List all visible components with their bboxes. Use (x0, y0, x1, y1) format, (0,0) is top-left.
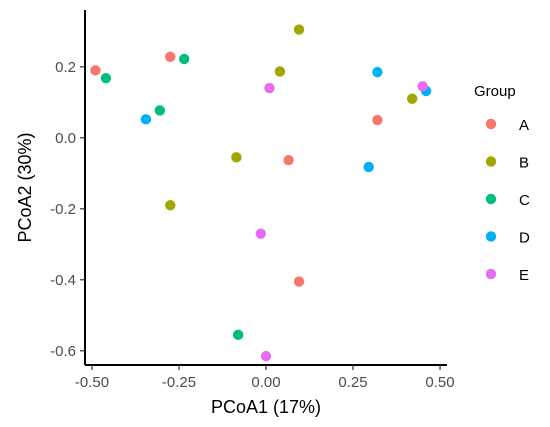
data-point-group-d (140, 114, 152, 125)
data-point-group-e (260, 350, 272, 362)
legend-key-d (485, 231, 497, 242)
y-tick-label: -0.6 (50, 343, 76, 360)
y-tick-label: -0.4 (50, 272, 76, 289)
data-point-group-c (232, 329, 244, 341)
y-tick-label: -0.2 (50, 201, 76, 218)
legend-label-d: D (519, 230, 530, 247)
legend-label-b: B (519, 155, 529, 172)
data-point-group-c (100, 72, 112, 84)
data-point-group-a (90, 65, 101, 76)
x-tick-label: 0.25 (338, 374, 367, 391)
x-tick-label: -0.25 (162, 374, 196, 391)
labels-layer: -0.50 -0.25 0.00 0.25 0.50 0.2 0.0 -0.2 -0.4 -0.6… (15, 59, 455, 417)
data-point-group-d (372, 66, 383, 78)
data-point-group-c (179, 53, 190, 65)
data-point-group-e (264, 82, 275, 94)
data-point-group-b (165, 200, 176, 211)
legend-key-c (485, 193, 497, 205)
x-tick-label: -0.50 (75, 374, 109, 391)
data-point-group-b (293, 24, 305, 35)
data-point-group-a (283, 154, 294, 166)
points-layer (90, 24, 432, 362)
data-point-group-b (406, 93, 418, 104)
data-point-group-e (417, 81, 428, 92)
legend-label-e: E (519, 267, 529, 284)
axes-layer (80, 10, 447, 370)
y-tick-label: 0.2 (55, 59, 76, 76)
data-point-group-a (165, 51, 176, 63)
data-point-group-b (274, 66, 286, 77)
legend-title: Group (474, 83, 516, 100)
x-tick-label: 0.00 (251, 374, 280, 391)
data-point-group-d (363, 161, 374, 173)
x-axis-title: PCoA1 (17%) (211, 397, 321, 417)
legend-label-a: A (519, 117, 529, 134)
legend-key-b (485, 156, 497, 167)
y-tick-label: 0.0 (55, 130, 76, 147)
data-point-group-a (293, 276, 305, 287)
legend-key-a (485, 118, 497, 130)
data-point-group-c (154, 105, 166, 116)
legend-key-e (485, 268, 497, 280)
data-point-group-e (255, 228, 266, 239)
y-axis-title: PCoA2 (30%) (15, 132, 35, 242)
data-point-group-a (372, 114, 383, 126)
legend-label-c: C (519, 192, 530, 209)
data-point-group-b (231, 152, 242, 163)
x-tick-label: 0.50 (425, 374, 454, 391)
